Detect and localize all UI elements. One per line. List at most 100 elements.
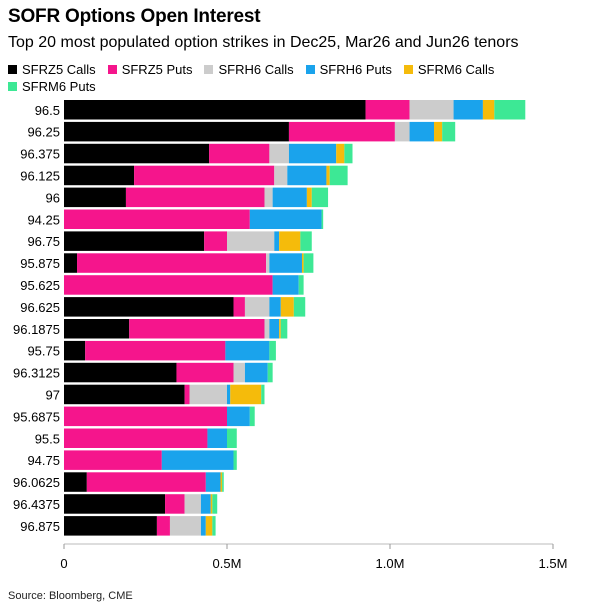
bar-segment [225, 340, 270, 361]
bar-segment [233, 297, 245, 317]
bar-segment [244, 297, 270, 317]
bar-segment [244, 362, 268, 383]
bar-segment [184, 384, 190, 405]
bar-segment [64, 428, 208, 448]
legend-swatch [8, 82, 17, 91]
bar-segment [303, 253, 314, 273]
legend-swatch [204, 65, 214, 74]
legend-label: SFRZ5 Puts [121, 62, 193, 77]
category-label: 94.75 [27, 453, 60, 468]
bar-segment [64, 275, 273, 295]
bar-segment [301, 253, 304, 273]
bar-segment [288, 121, 395, 142]
bar-segment [266, 253, 270, 273]
legend-label: SFRM6 Calls [417, 62, 495, 77]
category-label: 95.875 [20, 256, 60, 271]
bar-segment [329, 165, 348, 186]
bar-segment [200, 494, 211, 514]
category-label: 94.25 [27, 212, 60, 227]
bar-segment [222, 472, 224, 492]
bar-segment [326, 165, 330, 186]
bar-segment [287, 165, 327, 186]
bar-segment [288, 143, 337, 164]
bar-segment [204, 231, 227, 251]
bar-segment [227, 428, 237, 448]
bar-segment [279, 319, 281, 339]
category-label: 97 [46, 387, 60, 402]
category-label: 96 [46, 190, 60, 205]
bar-segment [267, 362, 273, 383]
bar-segment [64, 253, 78, 273]
bar-segment [64, 516, 157, 536]
category-label: 96.25 [27, 125, 60, 140]
bar-segment [230, 384, 262, 405]
bar-segment [344, 143, 353, 164]
bar-segment [64, 494, 166, 514]
bar-segment [212, 494, 218, 514]
bar-segment [189, 384, 227, 405]
category-label: 95.6875 [13, 409, 60, 424]
bar-segment [264, 187, 273, 208]
bar-segment [209, 143, 270, 164]
bar-segment [269, 297, 281, 317]
bar-segment [321, 209, 324, 229]
bar-segment [442, 121, 456, 142]
bar-segment [161, 450, 234, 470]
bar-segment [77, 253, 267, 273]
bar-segment [64, 121, 289, 142]
category-label: 95.75 [27, 344, 60, 359]
x-tick-label: 1.0M [376, 556, 405, 571]
bar-segment [311, 187, 329, 208]
bar-segment [64, 209, 250, 229]
bar-segment [249, 209, 322, 229]
category-label: 96.875 [20, 519, 60, 534]
x-tick-label: 1.5M [539, 556, 568, 571]
bar-segment [272, 187, 307, 208]
source-note: Source: Bloomberg, CME [8, 590, 133, 602]
bar-chart: 96.5 96.25 96.375 96.125 96 94.25 96.75 95.875 9… [13, 100, 568, 571]
legend-swatch [8, 65, 17, 74]
bar-segment [453, 100, 483, 120]
bar-segment [269, 143, 289, 164]
category-label: 96.75 [27, 234, 60, 249]
bar-segment [64, 165, 135, 186]
bar-segment [409, 100, 454, 120]
bar-segment [233, 450, 237, 470]
bar-segment [64, 231, 205, 251]
bar-segment [64, 450, 162, 470]
bar-segment [64, 472, 87, 492]
bar-segment [269, 340, 276, 361]
bar-segment [233, 362, 245, 383]
legend-swatch [403, 65, 413, 74]
legend-item: SFRH6 Puts [305, 61, 392, 78]
bar-segment [494, 100, 526, 120]
bar-segment [264, 319, 270, 339]
category-label: 95.625 [20, 278, 60, 293]
bar-segment [156, 516, 170, 536]
category-label: 96.3125 [13, 366, 60, 381]
chart-legend: SFRZ5 Calls SFRZ5 Puts SFRH6 Calls SFRH6 Pu… [8, 61, 528, 95]
bar-segment [64, 340, 86, 361]
bar-segment [184, 494, 201, 514]
bar-segment [210, 494, 213, 514]
bar-segment [212, 516, 216, 536]
bar-segment [434, 121, 443, 142]
bar-segment [64, 362, 177, 383]
bar-segment [220, 472, 223, 492]
bar-segment [64, 297, 234, 317]
chart-title: SOFR Options Open Interest [8, 6, 261, 27]
bar-segment [293, 297, 306, 317]
bar-segment [207, 428, 227, 448]
bar-segment [169, 516, 201, 536]
legend-item: SFRH6 Calls [204, 61, 294, 78]
bar-segment [165, 494, 185, 514]
bar-segment [64, 143, 210, 164]
bar-segment [269, 253, 302, 273]
category-label: 96.5 [35, 103, 60, 118]
category-label: 96.125 [20, 168, 60, 183]
bar-segment [200, 516, 206, 536]
category-label: 96.0625 [13, 475, 60, 490]
chart-subtitle: Top 20 most populated option strikes in … [8, 34, 519, 51]
legend-item: SFRM6 Calls [403, 61, 495, 78]
bar-segment [64, 319, 130, 339]
